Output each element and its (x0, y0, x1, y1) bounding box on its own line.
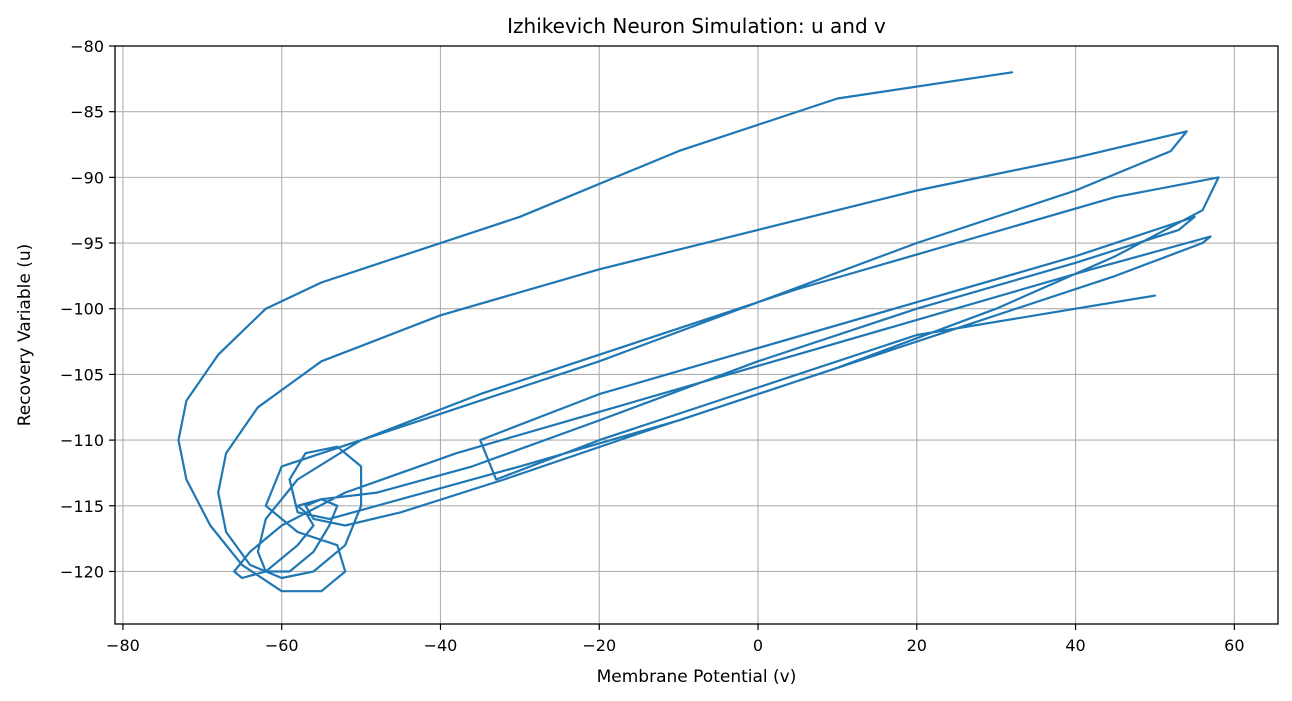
y-tick-label: −105 (60, 365, 104, 384)
data-layer (177, 71, 1220, 593)
y-axis-title: Recovery Variable (u) (15, 244, 35, 427)
x-tick-label: −40 (424, 636, 458, 655)
x-tick-label: 20 (907, 636, 927, 655)
x-tick-label: −60 (265, 636, 299, 655)
y-tick-label: −115 (60, 497, 104, 516)
y-tick-label: −80 (70, 37, 104, 56)
y-tick-label: −100 (60, 300, 104, 319)
plot-frame (114, 45, 1279, 625)
y-tick-label: −120 (60, 562, 104, 581)
y-tick-label: −95 (70, 234, 104, 253)
x-tick-label: 40 (1065, 636, 1085, 655)
x-tick-label: 60 (1224, 636, 1244, 655)
x-axis-title: Membrane Potential (v) (597, 667, 797, 687)
axis-ticks: −80 −60 −40 −20 0 20 40 60 −80 −85 −90 −95 −100 −105 −… (60, 37, 1244, 655)
y-tick-label: −90 (70, 168, 104, 187)
chart-title: Izhikevich Neuron Simulation: u and v (507, 14, 886, 38)
x-tick-label: −80 (106, 636, 140, 655)
x-tick-label: 0 (753, 636, 763, 655)
x-tick-label: −20 (582, 636, 616, 655)
y-tick-label: −85 (70, 103, 104, 122)
grid-lines (115, 45, 1278, 624)
series-line (177, 71, 1220, 593)
y-tick-label: −110 (60, 431, 104, 450)
